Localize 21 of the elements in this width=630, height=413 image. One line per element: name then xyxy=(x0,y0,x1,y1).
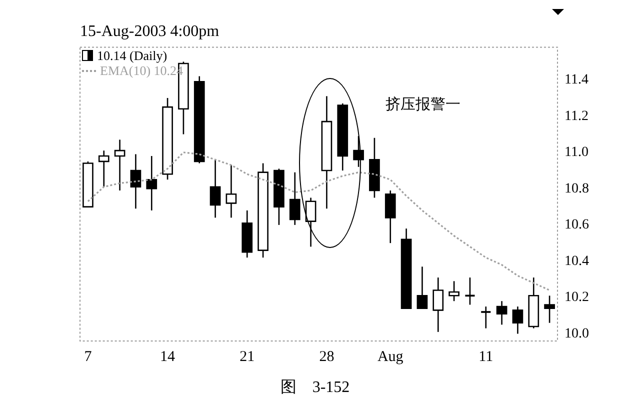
y-tick-label: 11.4 xyxy=(564,72,588,88)
y-tick-label: 11.0 xyxy=(564,145,588,160)
y-tick-label: 10.4 xyxy=(564,254,589,269)
x-tick-label: 7 xyxy=(84,348,92,365)
y-tick-label: 11.2 xyxy=(564,108,588,124)
annotation: 挤压报警一 xyxy=(386,95,461,114)
legend-label: 10.14 (Daily) xyxy=(97,48,168,64)
x-tick-label: 14 xyxy=(160,348,176,365)
candlestick xyxy=(480,306,492,329)
x-tick-label: 11 xyxy=(478,348,494,365)
y-tick-label: 10.6 xyxy=(564,218,589,233)
y-tick-label: 10.8 xyxy=(564,181,589,196)
chart-title: 15-Aug-2003 4:00pm xyxy=(80,22,220,40)
x-tick-label: 28 xyxy=(319,348,334,365)
x-tick-label: 21 xyxy=(240,348,255,365)
y-tick-label: 10.0 xyxy=(564,326,589,342)
x-tick-label: Aug xyxy=(377,348,404,365)
line-series xyxy=(87,152,550,292)
candlestick xyxy=(464,276,476,306)
y-tick-label: 10.2 xyxy=(564,290,589,306)
caption: 图 3-152 xyxy=(280,379,350,396)
